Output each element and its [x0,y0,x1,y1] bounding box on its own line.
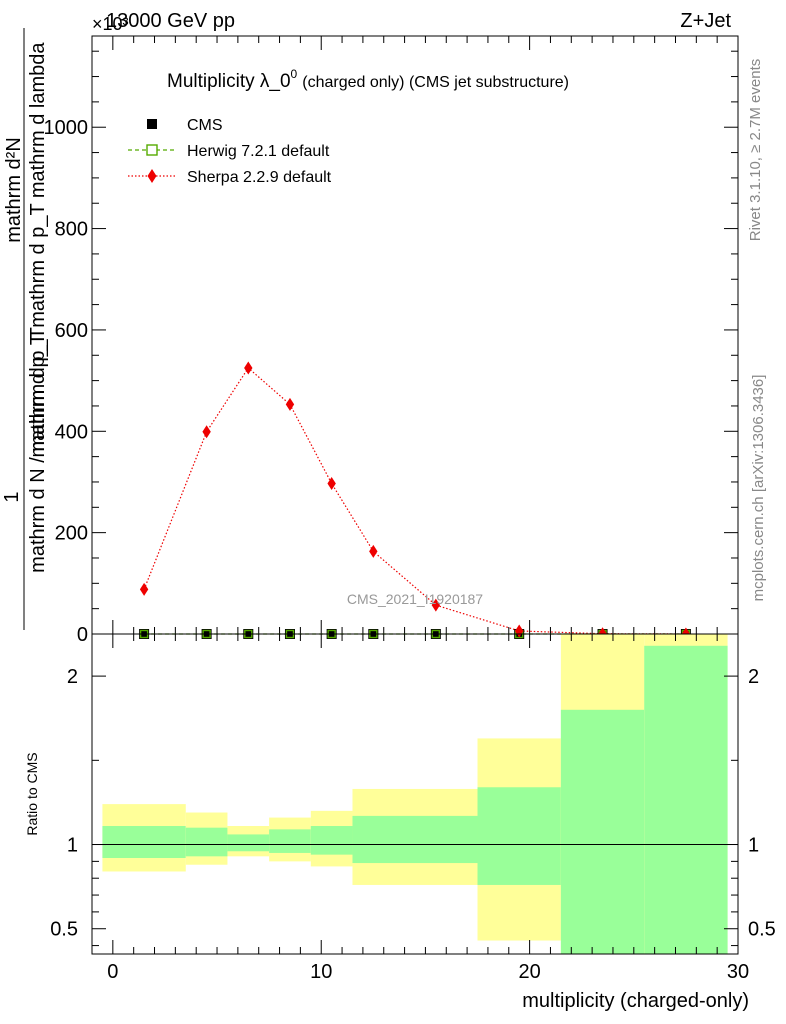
sherpa-point [327,476,336,490]
chart-title-sup: 0 [291,67,298,81]
sherpa-point [202,425,211,439]
ratio-ytick-label: 1 [67,835,78,857]
ratio-stat-band [269,829,311,853]
main-ytick-label: 400 [55,421,88,443]
ratio-ticks-layer: 0.5 0.51 12 20 10 20 30 [50,634,776,983]
legend-herwig-label: Herwig 7.2.1 default [187,143,330,160]
ratio-stat-band [185,827,228,857]
chart-title-main: Multiplicity λ_0 [167,71,291,92]
ratio-ytick-label: 2 [67,666,78,688]
ratio-xtick-label: 30 [727,961,749,983]
ratio-stat-band [352,815,478,864]
ratio-xtick-label: 20 [518,961,540,983]
ratio-ytick-label-right: 2 [748,666,759,688]
mcplots-side-label: mcplots.cern.ch [arXiv:1306.3436] [750,375,767,602]
sherpa-point [369,544,378,558]
ratio-panel: 0.5 0.51 12 20 10 20 30 [50,633,776,983]
legend-herwig-marker [146,144,158,156]
ratio-ytick-label-right: 1 [748,835,759,857]
legend-cms-marker [147,119,157,129]
ratio-ytick-label: 0.5 [50,919,78,941]
ratio-xtick-label: 10 [310,961,332,983]
sherpa-line [143,367,686,635]
rivet-side-label: Rivet 3.1.10, ≥ 2.7M events [747,59,764,242]
sherpa-point [244,361,253,375]
main-ytick-label: 200 [55,523,88,545]
ratio-frame [91,633,739,955]
sherpa-point [285,397,295,411]
header-energy-label: 13000 GeV pp [106,10,235,32]
ratio-stat-band [560,709,645,954]
ratio-y-label: Ratio to CMS [24,752,40,835]
analysis-annotation: CMS_2021_I1920187 [347,591,483,607]
legend-sherpa-marker [147,169,157,183]
sherpa-point [514,624,524,638]
y-label-one: 1 [1,491,23,502]
ratio-stat-band [227,834,270,852]
ratio-ytick-label-right: 0.5 [748,919,776,941]
y-label-denominator: mathrm d p_T mathrm d p_T mathrm d lambd… [27,42,49,458]
sherpa-point [139,582,149,596]
main-y-axis-label: 1 mathrm d N / mathrm d p_T mathrm d²N m… [1,28,49,630]
legend-cms-label: CMS [187,117,223,134]
ratio-stat-band [310,826,353,855]
sherpa-point [431,598,441,612]
y-multiplier-label: ×10³ [92,14,129,34]
main-ytick-label: 0 [77,624,88,646]
main-ytick-label: 800 [55,219,88,241]
ratio-xtick-label: 0 [107,961,118,983]
y-label-denominator-small: mathrm d N / mathrm d p_T [27,327,49,573]
main-ytick-label: 600 [55,320,88,342]
chart-title: Multiplicity λ_00 (charged only) (CMS jet… [167,67,569,92]
x-axis-label: multiplicity (charged-only) [522,990,749,1012]
chart-title-suffix: (charged only) (CMS jet substructure) [302,74,569,91]
ratio-stat-band [102,826,186,858]
legend: CMS Herwig 7.2.1 default Sherpa 2.2.9 de… [128,117,332,186]
ratio-bands-layer [92,634,738,954]
ratio-stat-band [477,787,561,885]
legend-sherpa-label: Sherpa 2.2.9 default [187,169,332,186]
header-process-label: Z+Jet [680,10,731,32]
ratio-stat-band [644,645,728,954]
main-ytick-label: 1000 [44,117,89,139]
main-y-ticks: 0 200 400 600 800 1000 [44,50,738,646]
y-label-numerator: mathrm d²N [3,137,25,243]
